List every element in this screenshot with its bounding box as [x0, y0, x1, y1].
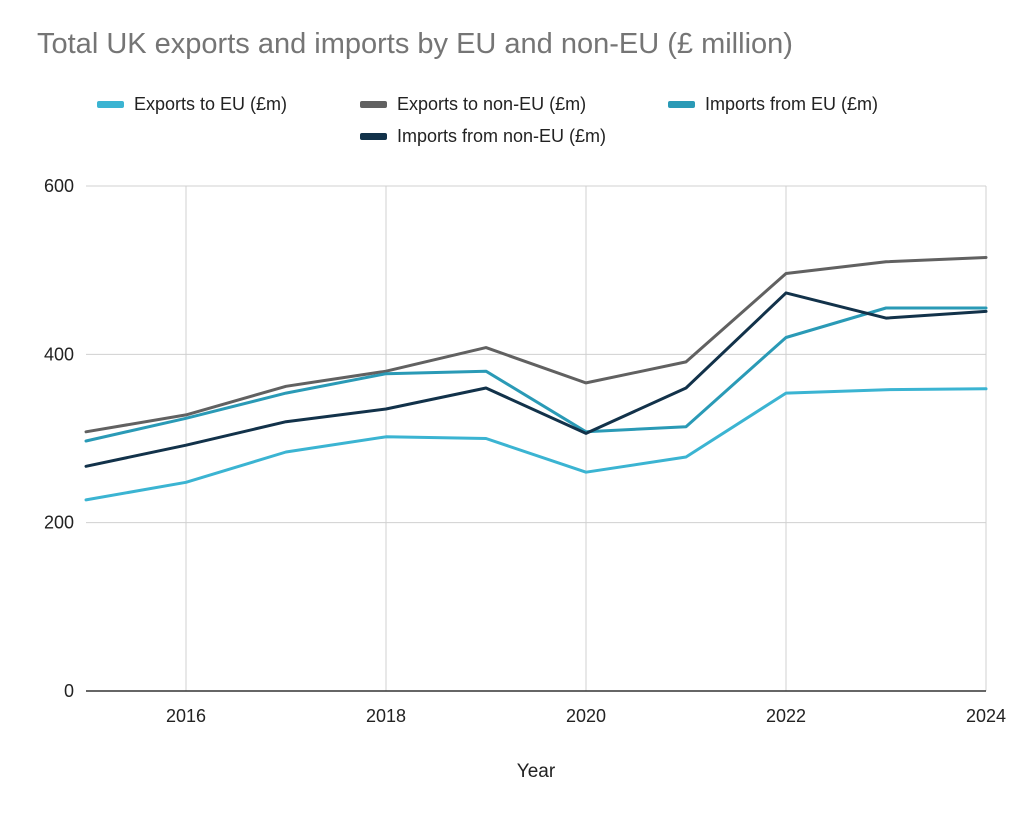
- tick-labels: 0 200 400 600 2016 2018 2020 2022 2024: [44, 176, 1006, 726]
- legend-label-imports-from-non-eu: Imports from non-EU (£m): [397, 126, 607, 146]
- series-line-imports-from-eu: [84, 306, 988, 443]
- y-tick-label: 600: [44, 176, 74, 196]
- legend-item-exports-to-non-eu: Exports to non-EU (£m): [360, 94, 586, 115]
- x-axis-title: Year: [517, 761, 556, 782]
- legend-label-exports-to-eu: Exports to EU (£m): [134, 94, 288, 114]
- series-line-exports-to-non-eu: [84, 256, 988, 434]
- legend-swatch-imports-from-eu: [668, 101, 695, 108]
- chart-title: Total UK exports and imports by EU and n…: [37, 28, 793, 60]
- y-tick-label: 0: [64, 681, 74, 701]
- y-tick-label: 200: [44, 513, 74, 533]
- x-tick-label: 2020: [566, 706, 606, 726]
- x-tick-label: 2024: [966, 706, 1006, 726]
- x-tick-label: 2022: [766, 706, 806, 726]
- legend-item-imports-from-eu: Imports from EU (£m): [668, 94, 878, 115]
- legend-swatch-imports-from-non-eu: [360, 133, 387, 140]
- legend-swatch-exports-to-eu: [97, 101, 124, 108]
- legend-label-imports-from-eu: Imports from EU (£m): [705, 94, 879, 114]
- y-tick-label: 400: [44, 344, 74, 364]
- gridlines: [86, 185, 987, 691]
- legend-swatch-exports-to-non-eu: [360, 101, 387, 108]
- series-lines: [84, 256, 988, 502]
- legend-item-imports-from-non-eu: Imports from non-EU (£m): [360, 126, 606, 147]
- x-tick-label: 2016: [166, 706, 206, 726]
- legend-label-exports-to-non-eu: Exports to non-EU (£m): [397, 94, 587, 114]
- series-line-imports-from-non-eu: [84, 291, 988, 468]
- legend-item-exports-to-eu: Exports to EU (£m): [97, 94, 287, 115]
- x-tick-label: 2018: [366, 706, 406, 726]
- series-line-exports-to-eu: [84, 387, 988, 502]
